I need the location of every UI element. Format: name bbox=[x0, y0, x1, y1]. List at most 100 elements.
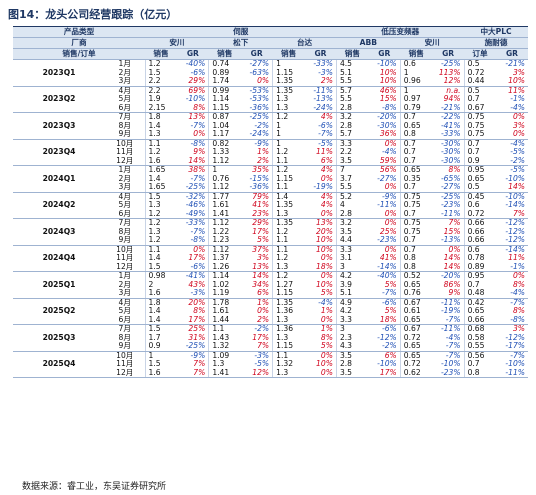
header-cell: GR bbox=[368, 48, 401, 60]
sales-cell: 0.72 bbox=[463, 68, 496, 77]
sales-cell: 0.7 bbox=[399, 112, 433, 122]
header-cell: 销售 bbox=[145, 48, 177, 60]
growth-cell: 35% bbox=[252, 165, 270, 174]
growth-cell: -11% bbox=[495, 368, 528, 378]
header-cell: 销售 bbox=[400, 48, 433, 60]
figure-title: 图14：龙头公司经营跟踪（亿元） bbox=[8, 8, 178, 21]
sales-cell: 1.4 bbox=[144, 315, 177, 325]
sales-cell: 0.56 bbox=[463, 351, 496, 360]
growth-cell: 38% bbox=[188, 165, 206, 174]
sales-cell: 0.9 bbox=[144, 342, 177, 352]
growth-cell: -46% bbox=[185, 201, 206, 209]
sales-cell: 0.8 bbox=[463, 368, 496, 378]
growth-cell: -10% bbox=[505, 360, 525, 368]
month-cell: 7月 bbox=[118, 218, 131, 227]
growth-cell: -13% bbox=[432, 236, 465, 246]
sales-cell: 4.3 bbox=[335, 342, 369, 352]
month-cell: 5月 bbox=[118, 307, 131, 315]
sales-cell: 0.95 bbox=[463, 165, 496, 175]
month-cell: 6月 bbox=[105, 209, 145, 219]
month-cell: 11月 bbox=[116, 148, 134, 156]
data-row: 2025Q4 10月 1 -9% 1.09 -3% 1.1 0% 3.5 6% 0.65 -7% 0.5… bbox=[13, 351, 528, 378]
sales-cell: 1.74 bbox=[208, 77, 241, 87]
sales-cell: 1.1 bbox=[272, 236, 305, 246]
sales-cell: 1.15 bbox=[272, 342, 305, 352]
growth-cell: -8% bbox=[190, 139, 206, 148]
sales-cell: 2.8 bbox=[335, 121, 369, 130]
growth-cell: -25% bbox=[440, 59, 461, 68]
growth-cell: -4% bbox=[381, 148, 397, 156]
sales-cell: 1.5 bbox=[144, 262, 177, 272]
sales-cell: 4 bbox=[335, 201, 369, 210]
growth-cell: 8% bbox=[320, 333, 333, 342]
sales-cell: 1.1 bbox=[272, 245, 305, 254]
sales-cell: 0.7 bbox=[399, 183, 433, 193]
sales-cell: 1.2 bbox=[144, 236, 177, 246]
sales-cell: 1.35 bbox=[272, 77, 305, 87]
growth-cell: 20% bbox=[316, 227, 333, 236]
growth-cell: 0% bbox=[368, 209, 401, 219]
growth-cell: 9% bbox=[193, 148, 206, 156]
sales-cell: 0.5 bbox=[463, 86, 496, 95]
growth-cell: 7% bbox=[495, 209, 528, 219]
sales-cell: 1.4 bbox=[272, 192, 305, 201]
sales-cell: 4.2 bbox=[335, 307, 369, 316]
sales-cell: 0.66 bbox=[463, 236, 496, 246]
data-row: 11月 1.5 7% 1.3 -5% 1.32 10% 2.8 -10% 0.72 -10% 0.7-… bbox=[13, 360, 528, 369]
header-cell: 安川 bbox=[400, 37, 465, 49]
sales-cell: 0.8 bbox=[399, 130, 433, 140]
sales-cell: 1.41 bbox=[208, 209, 241, 219]
sales-cell: 0.74 bbox=[208, 59, 241, 69]
sales-cell: 0.98 bbox=[144, 271, 177, 281]
growth-cell: -25% bbox=[249, 112, 270, 121]
growth-cell: -10% bbox=[185, 95, 206, 103]
sales-cell: 5.7 bbox=[335, 86, 369, 95]
growth-cell: 17% bbox=[188, 254, 206, 262]
sales-cell: 0.8 bbox=[399, 254, 433, 263]
growth-cell: -36% bbox=[240, 103, 273, 113]
sales-cell: 1.35 bbox=[272, 218, 305, 228]
sales-cell: 1.78 bbox=[208, 298, 241, 307]
sales-cell: 1.2 bbox=[144, 59, 177, 69]
growth-cell: -30% bbox=[440, 148, 461, 156]
growth-cell: -14% bbox=[505, 245, 525, 254]
sales-cell: 1.2 bbox=[272, 271, 305, 281]
growth-cell: 36% bbox=[368, 130, 401, 140]
growth-cell: 0% bbox=[320, 271, 333, 280]
growth-cell: 2% bbox=[304, 77, 337, 87]
sales-cell: 0.67 bbox=[399, 298, 433, 307]
growth-cell: -24% bbox=[240, 130, 273, 140]
growth-cell: n.a. bbox=[446, 86, 461, 95]
sales-cell: 5.1 bbox=[335, 68, 369, 77]
growth-cell: 43% bbox=[188, 280, 206, 289]
growth-cell: -2% bbox=[495, 156, 528, 166]
sales-cell: 1.5 bbox=[144, 68, 177, 77]
growth-cell: -41% bbox=[440, 121, 461, 130]
sales-cell: 1.43 bbox=[208, 333, 241, 342]
data-row: 11月 1.2 9% 1.33 1% 1.2 11% 2.2 -4% 0.7 -30% 0.7 -5% bbox=[13, 148, 528, 157]
sales-cell: 1.3 bbox=[144, 130, 177, 140]
sales-cell: 1.12 bbox=[208, 245, 241, 254]
sales-cell: 0.6 bbox=[399, 59, 433, 69]
sales-cell: 1 bbox=[399, 68, 433, 77]
quarter-cell: 2025Q4 bbox=[13, 351, 105, 378]
sales-cell: 0.7 bbox=[463, 139, 496, 148]
growth-cell: -7% bbox=[368, 289, 401, 299]
data-row: 5月 1.3 -46% 1.61 41% 1.35 4% 4 -11% 0.75 -23% 0.6 -1… bbox=[13, 201, 528, 210]
month-cell: 7月 bbox=[118, 324, 131, 333]
sales-cell: 1.36 bbox=[272, 307, 305, 316]
month-cell: 8月 bbox=[118, 121, 131, 130]
growth-cell: 14% bbox=[432, 262, 465, 272]
growth-cell: 0% bbox=[368, 183, 401, 193]
growth-cell: 11% bbox=[316, 148, 333, 156]
data-row: 9月 1.3 0% 1.17 -24% 1 -7% 5.7 36% 0.8 -33% 0.75 0% bbox=[13, 130, 528, 140]
growth-cell: -5% bbox=[318, 139, 333, 148]
header-cell: GR bbox=[432, 48, 465, 60]
growth-cell: -11% bbox=[432, 209, 465, 219]
sales-cell: 1.8 bbox=[144, 112, 177, 122]
growth-cell: 79% bbox=[252, 192, 270, 201]
growth-cell: -21% bbox=[432, 103, 465, 113]
month-cell: 5月 bbox=[118, 201, 131, 209]
header-cell: 厂商 bbox=[13, 37, 145, 49]
growth-cell: 94% bbox=[443, 95, 461, 103]
